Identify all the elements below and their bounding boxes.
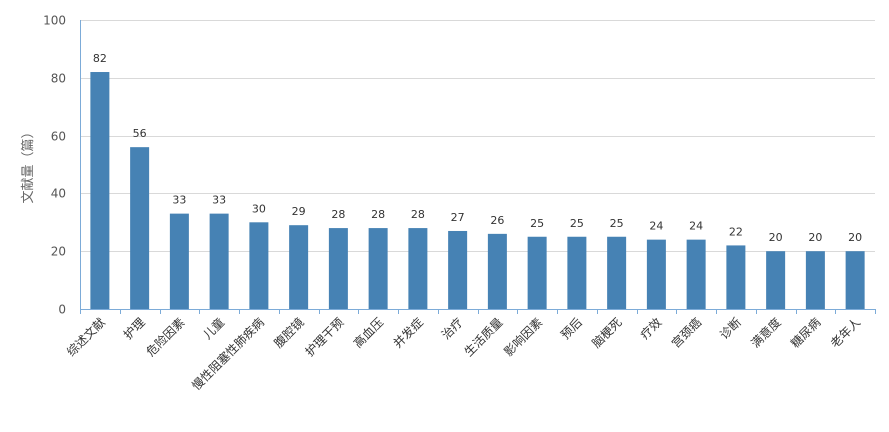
x-tick-label: 护理 [121,315,148,342]
bar-综述文献[interactable] [90,72,110,310]
bar-护理[interactable] [130,147,150,309]
bar-儿童[interactable] [209,213,229,309]
data-labels: 82 56 33 33 30 29 28 28 28 27 26 25 25 25 24 24 22 20 20 20 [93,52,862,244]
x-tick-label: 预后 [558,315,585,342]
data-label: 20 [848,231,862,244]
bar-护理干预[interactable] [328,228,348,309]
data-label: 33 [172,194,186,207]
data-label: 24 [689,220,703,233]
bar-生活质量[interactable] [487,233,507,309]
bars [90,72,865,310]
data-label: 28 [371,208,385,221]
bar-脑梗死[interactable] [607,236,627,309]
y-axis-title: 文献量（篇） [21,125,36,203]
x-tick-label: 慢性阻塞性肺疾病 [189,315,267,393]
bar-疗效[interactable] [646,239,666,309]
x-tick-label: 并发症 [390,315,426,351]
data-label: 20 [808,231,822,244]
data-label: 25 [610,217,624,230]
x-tick-label: 疗效 [637,315,665,343]
bar-腹腔镜[interactable] [289,225,309,309]
data-label: 29 [292,205,306,218]
bar-并发症[interactable] [408,228,428,309]
data-label: 28 [331,208,345,221]
y-tick-label: 0 [58,303,66,317]
x-tick-label: 危险因素 [143,315,188,360]
data-label: 26 [490,214,504,227]
y-tick-label: 40 [51,187,66,201]
x-tick-label: 脑梗死 [589,315,625,351]
data-label: 22 [729,225,743,238]
y-tick-label: 20 [51,245,66,259]
x-tick-label: 腹腔镜 [271,315,307,351]
bar-预后[interactable] [567,236,587,309]
x-tick-label: 满意度 [748,315,784,351]
y-tick-label: 80 [51,72,66,86]
bar-治疗[interactable] [448,230,468,309]
data-label: 24 [649,220,663,233]
bar-糖尿病[interactable] [805,251,825,309]
y-tick-label: 100 [43,14,66,28]
x-tick-label: 老年人 [828,315,863,350]
x-tick-label: 儿童 [200,315,228,343]
x-tick-label: 高血压 [350,315,386,351]
x-tick-label: 影响因素 [501,315,546,360]
x-tick-label: 糖尿病 [787,315,823,351]
data-label: 28 [411,208,425,221]
y-tick-label: 60 [51,130,66,144]
data-label: 25 [570,217,584,230]
y-axis: 0 20 40 60 80 100 [43,14,81,317]
data-label: 27 [451,211,465,224]
data-label: 25 [530,217,544,230]
x-tick-label: 诊断 [716,315,744,343]
bar-诊断[interactable] [726,245,746,309]
x-tick-label: 治疗 [439,315,466,342]
x-tick-label: 综述文献 [63,315,108,360]
data-label: 20 [769,231,783,244]
data-label: 30 [252,202,266,215]
data-label: 82 [93,52,107,65]
bar-影响因素[interactable] [527,236,547,309]
bar-老年人[interactable] [845,251,865,309]
data-label: 33 [212,194,226,207]
grid-lines [80,20,875,252]
bar-慢性阻塞性肺疾病[interactable] [249,222,269,309]
data-label: 56 [133,127,147,140]
bar-高血压[interactable] [368,228,388,309]
bar-满意度[interactable] [766,251,786,309]
x-tick-label: 生活质量 [462,315,506,359]
bar-宫颈癌[interactable] [686,239,706,309]
x-tick-label: 宫颈癌 [668,315,704,351]
x-tick-label: 护理干预 [303,315,347,359]
bar-危险因素[interactable] [169,213,189,309]
